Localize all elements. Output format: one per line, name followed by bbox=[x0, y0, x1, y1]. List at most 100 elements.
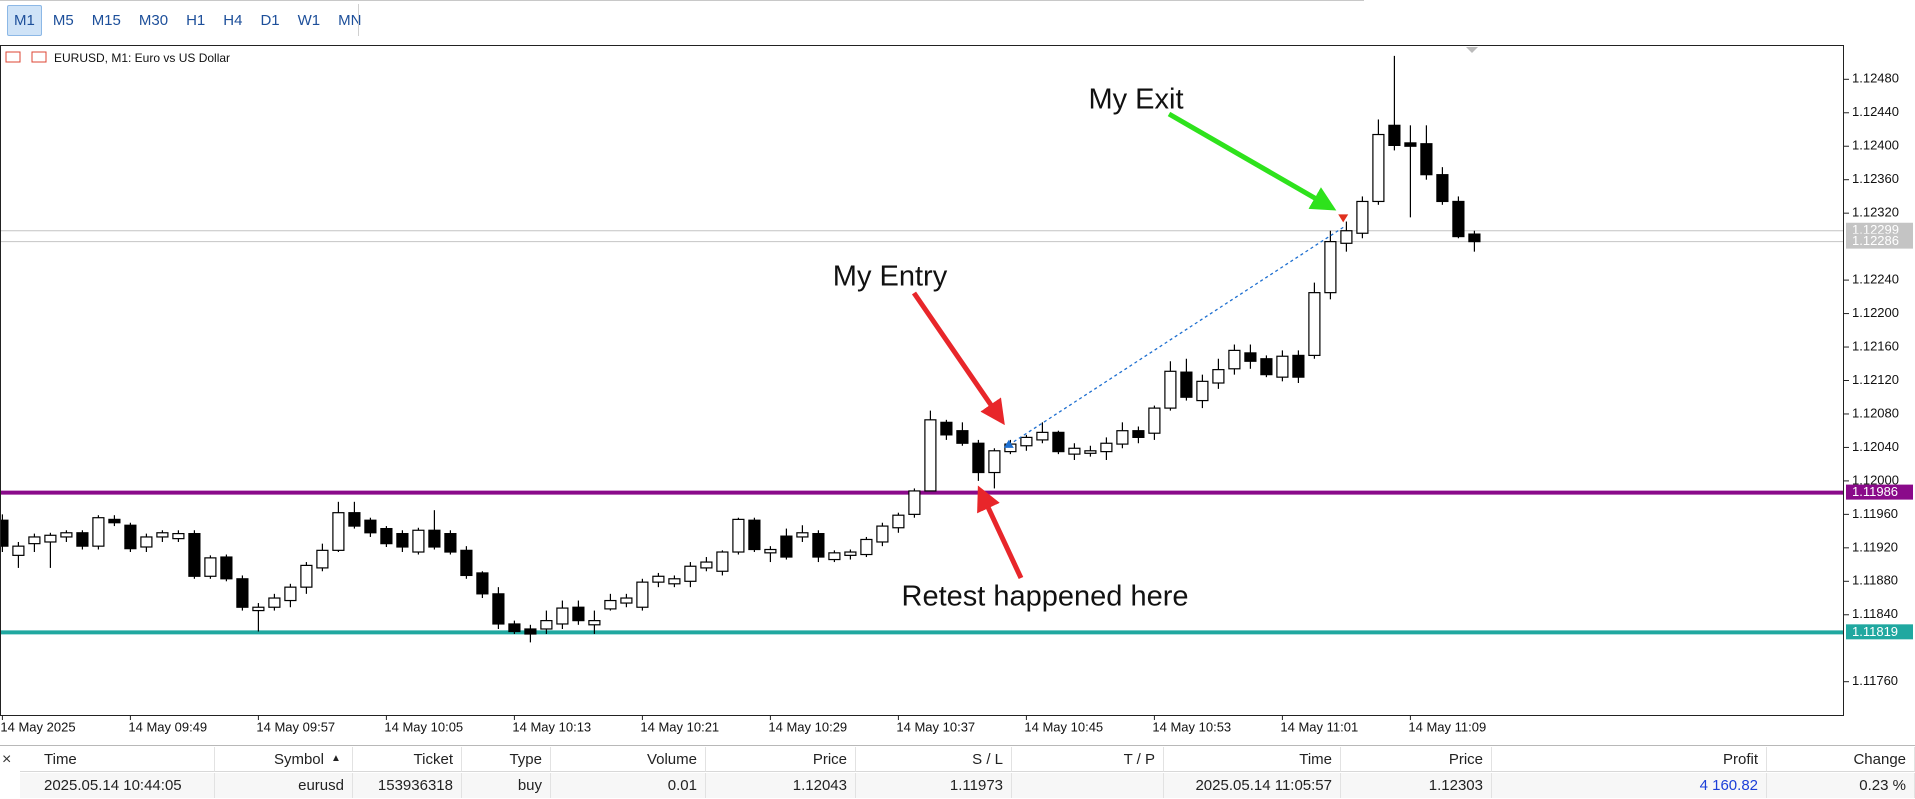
candle-body bbox=[764, 548, 777, 554]
candle-body bbox=[492, 593, 505, 625]
y-tick-label: 1.12480 bbox=[1852, 71, 1899, 86]
candle-body bbox=[1148, 407, 1161, 434]
candle-body bbox=[1372, 133, 1385, 203]
candle-body bbox=[540, 620, 553, 630]
candle-body bbox=[1180, 371, 1193, 398]
plot-frame bbox=[0, 45, 1844, 716]
candle-body bbox=[1132, 430, 1145, 438]
plot-area bbox=[1, 55, 1843, 643]
candle-body bbox=[268, 597, 281, 608]
price-label: 1.12299 bbox=[1852, 222, 1899, 237]
icon bbox=[31, 51, 47, 63]
y-tick-label: 1.11960 bbox=[1852, 506, 1898, 521]
candle-body bbox=[588, 620, 601, 626]
x-tick-label: 14 May 10:45 bbox=[1024, 719, 1103, 734]
timeframe-button[interactable]: D1 bbox=[260, 12, 280, 29]
level-label-box bbox=[1846, 624, 1913, 640]
column-header[interactable]: Symbol bbox=[215, 747, 353, 772]
y-tick-label: 1.11760 bbox=[1852, 673, 1898, 688]
column-header: Price bbox=[1341, 747, 1492, 772]
candle-body bbox=[844, 551, 857, 556]
candle-body bbox=[940, 421, 953, 436]
column-header: Ticket bbox=[353, 747, 462, 772]
column-header: Time bbox=[20, 747, 215, 772]
timeframe-button[interactable]: M5 bbox=[52, 12, 74, 29]
candle-body bbox=[172, 533, 185, 540]
candle-body bbox=[1356, 200, 1369, 234]
timeframe-button[interactable]: MN bbox=[338, 12, 362, 29]
candle-body bbox=[988, 450, 1001, 474]
timeframe-button[interactable]: M15 bbox=[91, 12, 121, 29]
timeframe-button[interactable]: H4 bbox=[223, 12, 243, 29]
y-tick-label: 1.12200 bbox=[1852, 305, 1899, 320]
candle-body bbox=[1196, 380, 1209, 402]
y-tick-label: 1.11840 bbox=[1852, 606, 1898, 621]
icon bbox=[5, 51, 21, 63]
candle-body bbox=[748, 519, 761, 551]
candle-body bbox=[316, 549, 329, 569]
candle-body bbox=[412, 529, 425, 553]
candle-body bbox=[1068, 447, 1081, 455]
candle-body bbox=[1020, 436, 1033, 447]
column-header: Time bbox=[1164, 747, 1341, 772]
table-cell: 2025.05.14 10:44:05 bbox=[20, 773, 215, 798]
trade-line bbox=[1008, 226, 1344, 446]
candle-body bbox=[1452, 200, 1465, 238]
x-tick-label: 14 May 10:13 bbox=[512, 719, 591, 734]
x-tick-label: 14 May 11:01 bbox=[1280, 719, 1358, 734]
candle-body bbox=[252, 606, 265, 612]
level-label: 1.11986 bbox=[1852, 484, 1898, 499]
empty-cell bbox=[1012, 773, 1164, 798]
candle-body bbox=[1244, 352, 1257, 362]
candle-body bbox=[188, 533, 201, 577]
candle-body bbox=[1324, 241, 1337, 294]
candle-body bbox=[972, 442, 985, 474]
timeframe-button[interactable]: H1 bbox=[186, 12, 206, 29]
close-button[interactable]: × bbox=[2, 751, 12, 768]
table-cell: 4 160.82 bbox=[1492, 773, 1767, 798]
x-tick-label: 14 May 10:37 bbox=[896, 719, 975, 734]
candle-body bbox=[732, 518, 745, 553]
candle-body bbox=[1388, 124, 1401, 146]
timeframe-button[interactable]: M30 bbox=[138, 12, 169, 29]
candle-body bbox=[1116, 430, 1129, 445]
candle-body bbox=[1308, 292, 1321, 357]
chart-title: EURUSD, M1: Euro vs US Dollar bbox=[54, 51, 230, 65]
candle-body bbox=[524, 628, 537, 635]
candle-body bbox=[924, 419, 937, 492]
column-header: Profit bbox=[1492, 747, 1767, 772]
x-tick-label: 14 May 10:53 bbox=[1152, 719, 1231, 734]
candle-body bbox=[156, 532, 169, 538]
candle-body bbox=[332, 512, 345, 551]
candle-body bbox=[1276, 355, 1289, 378]
timeframe-button[interactable]: W1 bbox=[297, 12, 321, 29]
candle-body bbox=[92, 517, 105, 547]
y-tick-label: 1.12080 bbox=[1852, 405, 1899, 420]
arrow bbox=[911, 291, 1005, 426]
candle-body bbox=[780, 535, 793, 558]
timeframe-toolbar: M1 M5 M15 M30 H1 H4 D1 W1 MN bbox=[0, 0, 1915, 40]
x-tick-label: 14 May 10:05 bbox=[384, 719, 463, 734]
candle-body bbox=[1340, 230, 1353, 244]
table-cell: 2025.05.14 11:05:57 bbox=[1164, 773, 1341, 798]
candle-body bbox=[636, 581, 649, 608]
y-tick-label: 1.12440 bbox=[1852, 104, 1899, 119]
candle-body bbox=[604, 599, 617, 610]
candle-body bbox=[28, 536, 41, 545]
candle-body bbox=[1084, 450, 1097, 454]
table-cell: 153936318 bbox=[353, 773, 462, 798]
candle-body bbox=[1228, 349, 1241, 370]
column-header: Change bbox=[1767, 747, 1915, 772]
candle-body bbox=[572, 606, 585, 622]
timeframe-button[interactable]: M1 bbox=[7, 5, 42, 36]
x-tick-label: 14 May 09:49 bbox=[128, 719, 207, 734]
candle-body bbox=[556, 607, 569, 625]
candle-body bbox=[348, 512, 361, 527]
candle-body bbox=[1036, 431, 1049, 441]
candle-body bbox=[956, 430, 969, 444]
toolbar-border bbox=[0, 0, 1364, 1]
candle-body bbox=[1052, 431, 1065, 453]
y-tick-label: 1.12120 bbox=[1852, 372, 1899, 387]
